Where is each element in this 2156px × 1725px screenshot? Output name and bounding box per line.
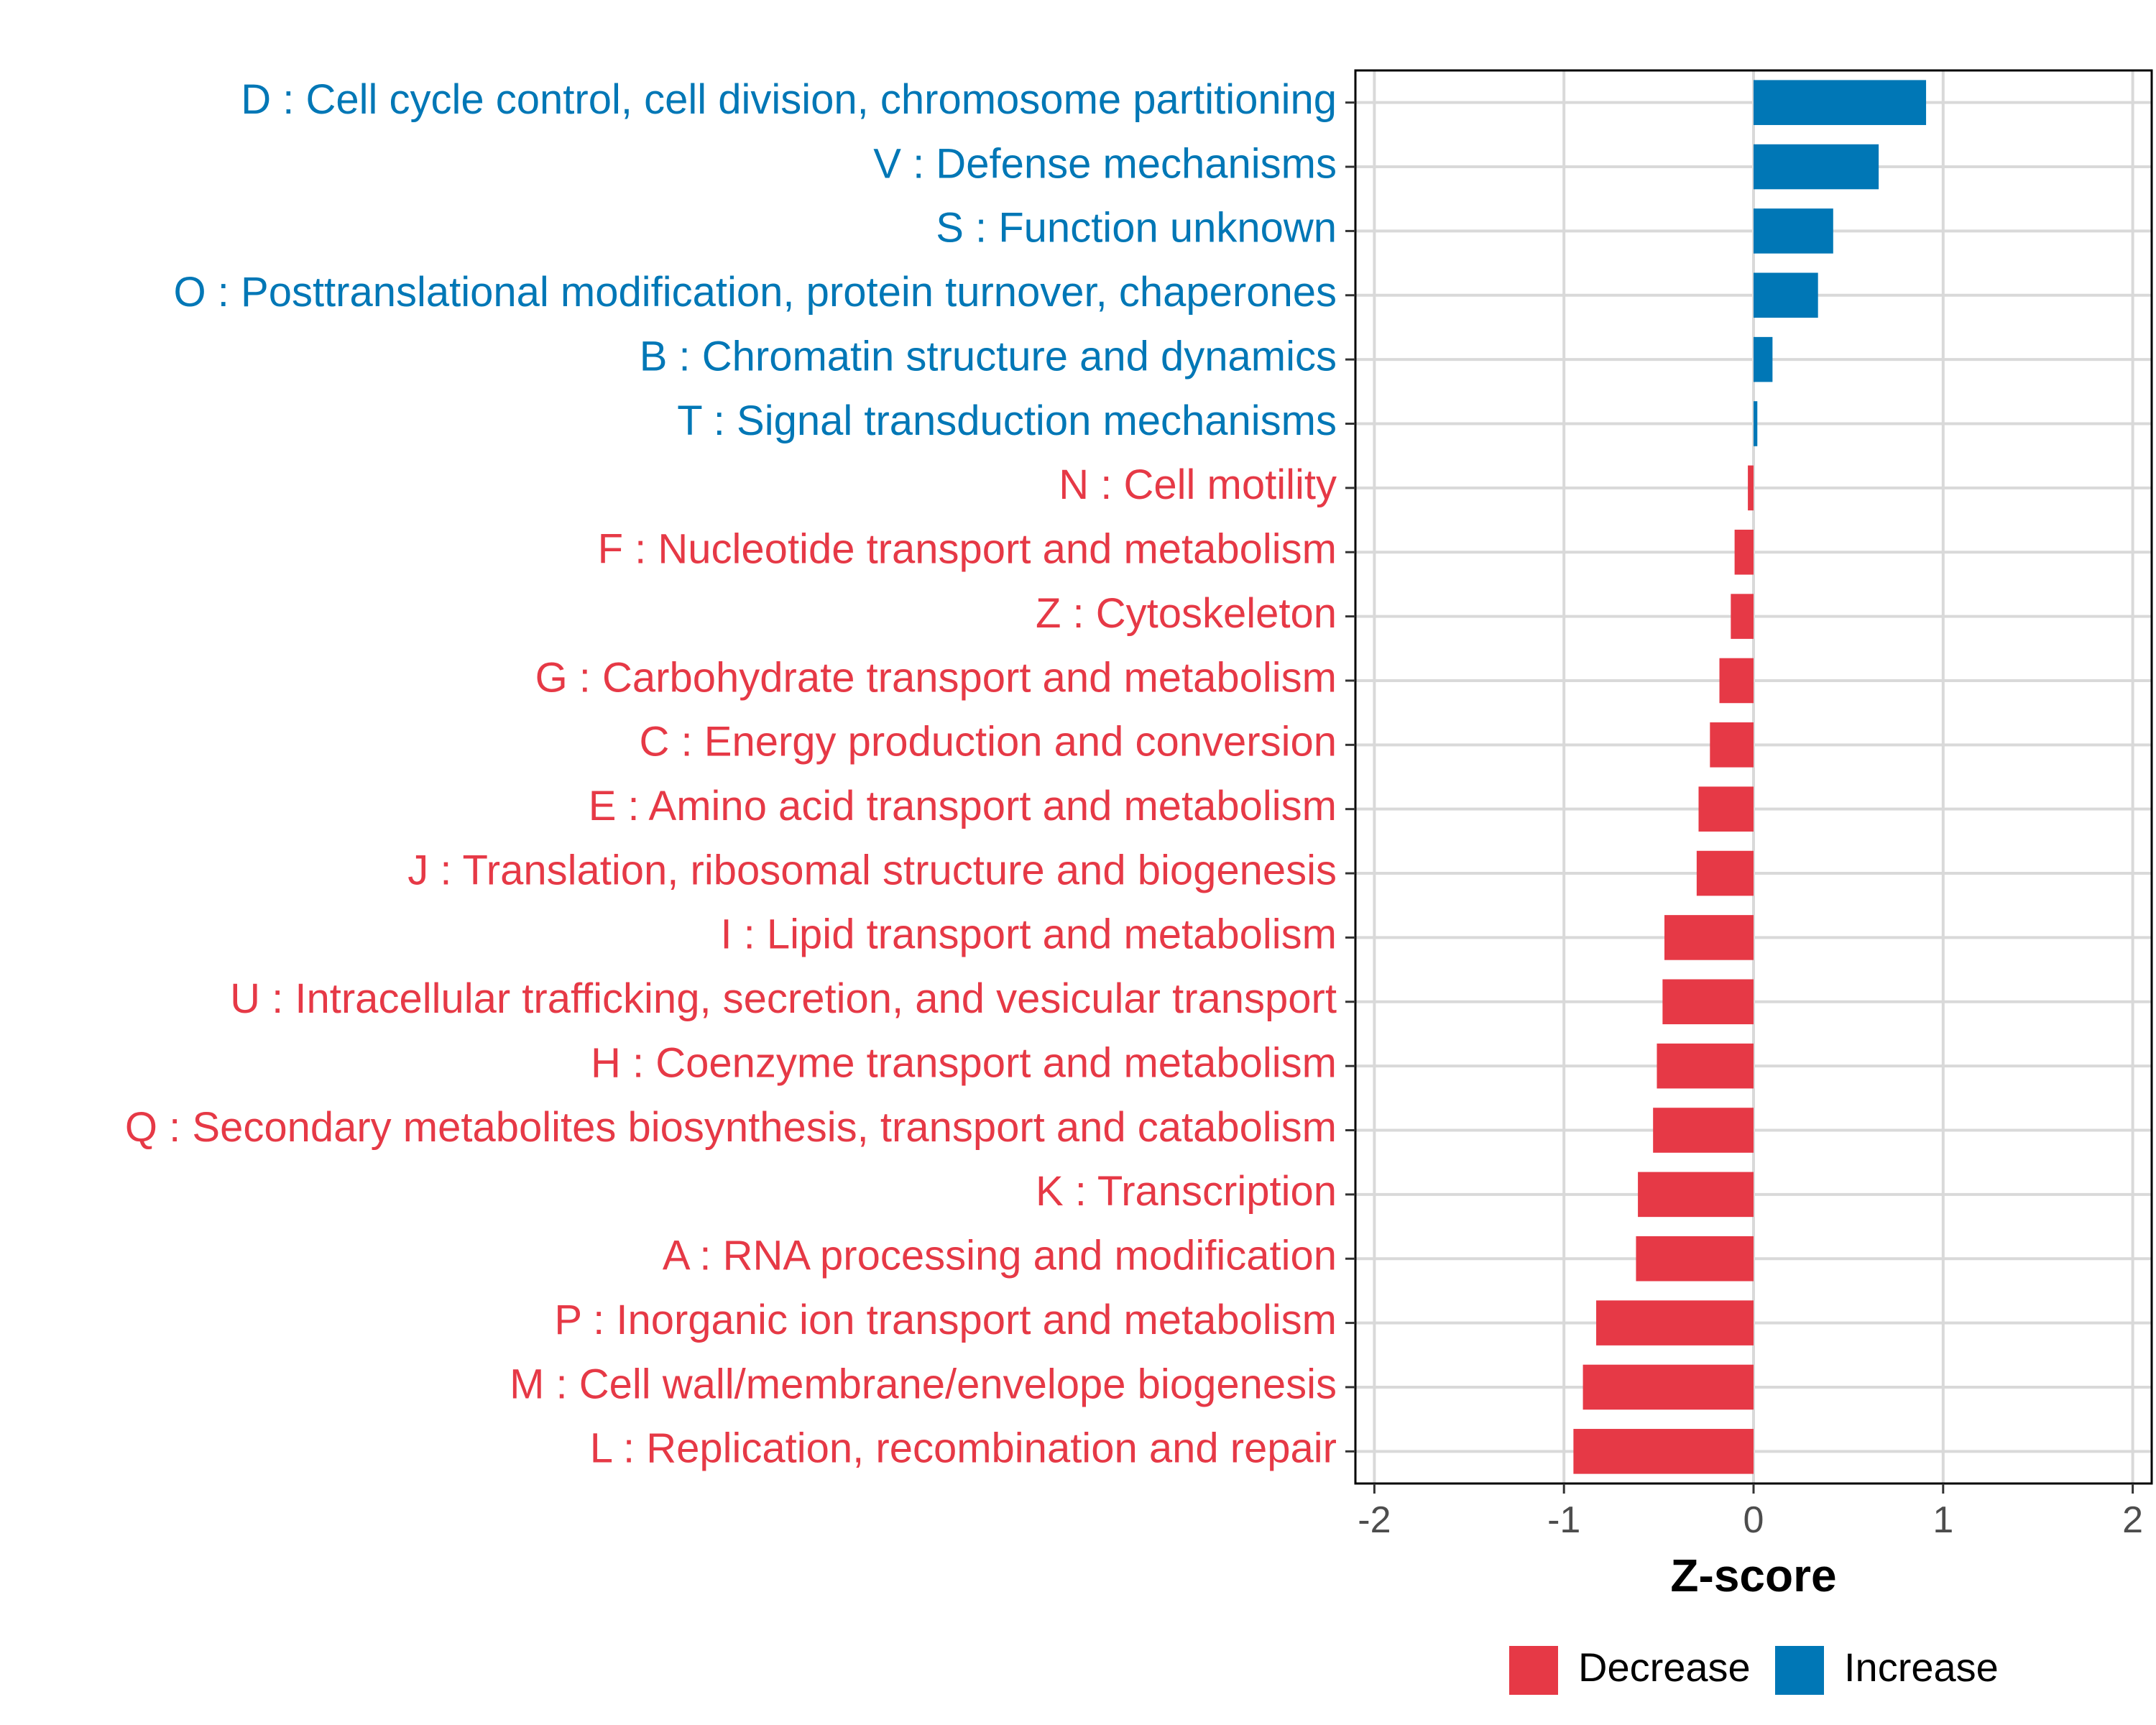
category-label: M : Cell wall/membrane/envelope biogenes…: [510, 1361, 1337, 1407]
category-label: B : Chromatin structure and dynamics: [640, 333, 1337, 380]
bar: [1754, 401, 1758, 446]
bar: [1748, 465, 1754, 511]
legend-swatch-decrease: [1509, 1646, 1558, 1695]
bar: [1596, 1300, 1754, 1346]
bar: [1710, 722, 1754, 768]
x-axis-title: Z-score: [1670, 1550, 1836, 1601]
category-label: V : Defense mechanisms: [873, 140, 1337, 187]
bar: [1734, 529, 1754, 575]
bar: [1696, 850, 1754, 896]
category-label: T : Signal transduction mechanisms: [677, 397, 1337, 444]
category-label: F : Nucleotide transport and metabolism: [598, 526, 1337, 573]
category-label: H : Coenzyme transport and metabolism: [591, 1039, 1337, 1086]
x-tick-label: 1: [1932, 1499, 1953, 1541]
legend-label-decrease: Decrease: [1578, 1644, 1751, 1690]
category-label: G : Carbohydrate transport and metabolis…: [535, 654, 1337, 701]
bar: [1754, 208, 1833, 254]
bars: [1573, 80, 1927, 1474]
bar: [1573, 1429, 1754, 1474]
bar: [1754, 336, 1773, 382]
category-label: Q : Secondary metabolites biosynthesis, …: [125, 1104, 1337, 1151]
category-label: L : Replication, recombination and repai…: [590, 1425, 1337, 1472]
category-label: J : Translation, ribosomal structure and…: [407, 847, 1337, 893]
category-label: I : Lipid transport and metabolism: [720, 911, 1337, 958]
bar: [1638, 1172, 1754, 1218]
category-label: S : Function unknown: [936, 205, 1337, 252]
category-label: N : Cell motility: [1059, 461, 1337, 508]
category-label: O : Posttranslational modification, prot…: [174, 269, 1337, 316]
bar: [1583, 1364, 1754, 1410]
x-axis-ticks: -2 -1 0 1 2: [1358, 1484, 2143, 1541]
category-label: U : Intracellular trafficking, secretion…: [230, 975, 1337, 1022]
y-axis-category-labels: D : Cell cycle control, cell division, c…: [125, 76, 1337, 1472]
bar: [1731, 594, 1754, 639]
bar: [1657, 1043, 1754, 1089]
bar: [1754, 80, 1927, 125]
bar: [1698, 786, 1754, 832]
bar: [1754, 272, 1818, 318]
bar: [1662, 979, 1754, 1025]
x-tick-label: 0: [1743, 1499, 1764, 1541]
bar: [1664, 915, 1754, 960]
x-tick-label: 2: [2122, 1499, 2143, 1541]
x-tick-label: -2: [1358, 1499, 1391, 1541]
bar: [1719, 658, 1754, 704]
legend-label-increase: Increase: [1844, 1644, 1999, 1690]
category-label: P : Inorganic ion transport and metaboli…: [554, 1297, 1337, 1343]
y-axis-ticks: [1345, 101, 1355, 1453]
category-label: A : RNA processing and modification: [663, 1233, 1337, 1279]
category-label: Z : Cytoskeleton: [1036, 590, 1337, 637]
category-label: C : Energy production and conversion: [640, 719, 1337, 765]
bar: [1636, 1236, 1754, 1282]
x-tick-label: -1: [1547, 1499, 1580, 1541]
category-label: D : Cell cycle control, cell division, c…: [241, 76, 1337, 123]
category-label: E : Amino acid transport and metabolism: [589, 783, 1337, 829]
category-label: K : Transcription: [1036, 1168, 1337, 1215]
bar: [1754, 144, 1879, 190]
legend-swatch-increase: [1775, 1646, 1824, 1695]
legend: Decrease Increase: [1509, 1644, 1999, 1695]
bar: [1653, 1108, 1754, 1153]
